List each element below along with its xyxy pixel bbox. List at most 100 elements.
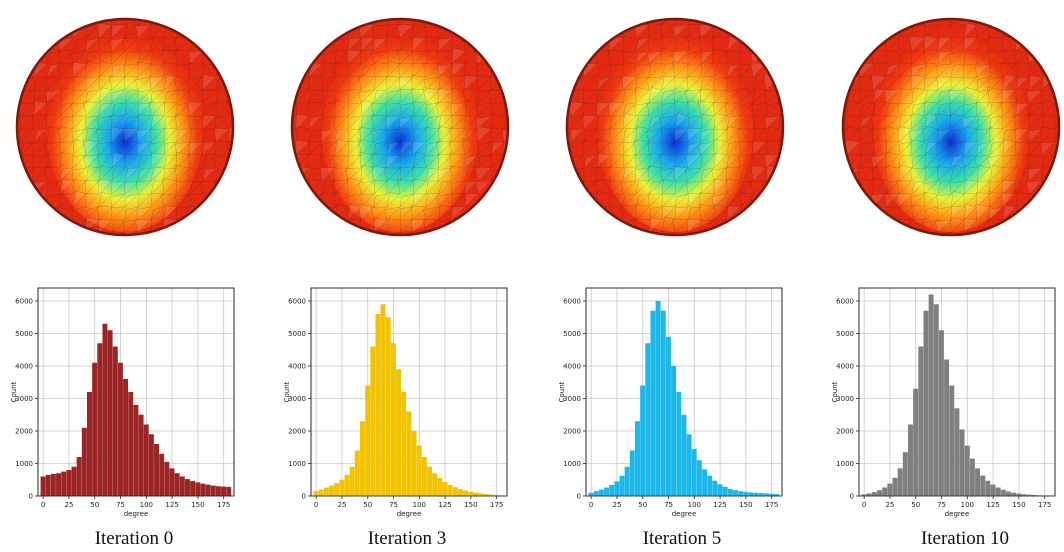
histogram-bar xyxy=(892,477,898,496)
x-tick-label: 0 xyxy=(314,501,318,509)
histogram-bar xyxy=(390,343,396,496)
mesh-render-iteration-5 xyxy=(565,17,785,237)
x-tick-label: 100 xyxy=(140,501,153,509)
histogram-bar xyxy=(154,444,160,496)
histogram-bar xyxy=(169,468,175,496)
histogram-bar xyxy=(148,434,154,496)
histogram-bar xyxy=(707,475,713,496)
histogram-bar xyxy=(45,474,51,496)
histogram-bar xyxy=(1021,494,1027,496)
histogram-bar xyxy=(964,445,970,496)
histogram-bar xyxy=(624,466,630,496)
mesh-render-iteration-10 xyxy=(841,17,1061,237)
histogram-bar xyxy=(913,388,919,496)
histogram-bar xyxy=(133,405,139,496)
histogram-bar xyxy=(210,485,216,496)
histogram-bar xyxy=(877,490,883,496)
histogram-bar xyxy=(360,421,365,496)
histogram-bar xyxy=(365,385,371,496)
histogram-bar xyxy=(97,343,103,496)
histogram-bar xyxy=(635,421,640,496)
histogram-bar xyxy=(164,461,170,496)
histogram-bar xyxy=(494,495,500,496)
y-tick-label: 6000 xyxy=(563,298,581,306)
histogram-bar xyxy=(406,411,412,496)
histogram-bar xyxy=(432,473,438,496)
histogram-bar xyxy=(655,301,661,496)
histogram-bar xyxy=(1026,494,1032,496)
caption-iteration-10: Iteration 10 xyxy=(920,528,1010,549)
histogram-bar xyxy=(344,474,350,496)
histogram-bar xyxy=(923,310,929,496)
x-tick-label: 150 xyxy=(191,501,204,509)
histogram-bar xyxy=(370,346,376,496)
histogram-bar xyxy=(944,359,950,496)
y-tick-label: 4000 xyxy=(288,363,306,371)
histogram-bar xyxy=(774,494,780,496)
histogram-bar xyxy=(629,450,635,496)
histogram-bar xyxy=(226,486,232,496)
y-tick-label: 1000 xyxy=(288,460,306,468)
histogram-bar xyxy=(908,424,913,496)
histogram-bar xyxy=(959,429,965,496)
y-tick-label: 0 xyxy=(850,493,854,501)
histogram-iteration-0: 0 25 50 75 100 125 150 175 0 1000 2000 3000 4000 5000… xyxy=(10,287,235,518)
y-tick-label: 6000 xyxy=(15,298,33,306)
x-tick-label: 75 xyxy=(389,501,398,509)
x-axis-label: degree xyxy=(397,510,422,518)
x-tick-label: 0 xyxy=(862,501,866,509)
histogram-bar xyxy=(650,310,656,496)
histogram-bar xyxy=(334,483,340,496)
histogram-bar xyxy=(928,294,934,496)
y-axis-label: Count xyxy=(831,381,839,402)
histogram-iteration-3: 0 25 50 75 100 125 150 175 0 1000 2000 3000 4000 5000… xyxy=(283,287,508,518)
histogram-bar xyxy=(743,491,749,496)
x-tick-label: 125 xyxy=(438,501,451,509)
histogram-bar xyxy=(593,491,599,496)
y-axis-label: Count xyxy=(558,381,566,402)
x-tick-label: 175 xyxy=(490,501,503,509)
x-tick-label: 125 xyxy=(165,501,178,509)
y-tick-label: 3000 xyxy=(563,395,581,403)
x-tick-label: 175 xyxy=(217,501,230,509)
histogram-bar xyxy=(143,424,149,496)
histogram-bar xyxy=(411,431,417,496)
histogram-bar xyxy=(696,460,702,496)
histogram-bar xyxy=(380,304,386,496)
histogram-bar xyxy=(87,392,92,496)
histogram-bar xyxy=(671,366,677,496)
histogram-bar xyxy=(205,484,211,496)
y-tick-label: 3000 xyxy=(836,395,854,403)
histogram-bar xyxy=(339,479,345,496)
histogram-bar xyxy=(117,362,123,496)
x-tick-label: 75 xyxy=(116,501,125,509)
histogram-bar xyxy=(66,470,72,496)
histogram-bar xyxy=(385,317,391,496)
x-tick-label: 150 xyxy=(739,501,752,509)
histogram-bar xyxy=(871,492,877,496)
histogram-bar xyxy=(866,493,872,496)
histogram-bar xyxy=(76,457,82,496)
y-tick-label: 5000 xyxy=(288,330,306,338)
histogram-bar xyxy=(665,336,671,496)
histogram-bar xyxy=(969,458,975,496)
histogram-bar xyxy=(458,489,463,496)
histogram-bar xyxy=(738,491,744,496)
x-tick-label: 25 xyxy=(337,501,346,509)
y-axis-label: Count xyxy=(10,381,18,402)
histogram-bar xyxy=(1031,495,1037,496)
y-tick-label: 1000 xyxy=(836,460,854,468)
histogram-bar xyxy=(660,310,666,496)
histogram-bar xyxy=(1006,491,1011,496)
histogram-bar xyxy=(975,468,981,496)
histogram-bar xyxy=(980,475,986,496)
histogram-bar xyxy=(102,323,108,496)
histogram-bar xyxy=(691,448,697,496)
histogram-bar xyxy=(442,482,448,496)
histogram-bar xyxy=(61,471,67,496)
y-tick-label: 3000 xyxy=(15,395,33,403)
x-tick-label: 175 xyxy=(1038,501,1051,509)
x-tick-label: 100 xyxy=(688,501,701,509)
histogram-bar xyxy=(763,493,769,496)
histogram-bar xyxy=(949,385,955,496)
